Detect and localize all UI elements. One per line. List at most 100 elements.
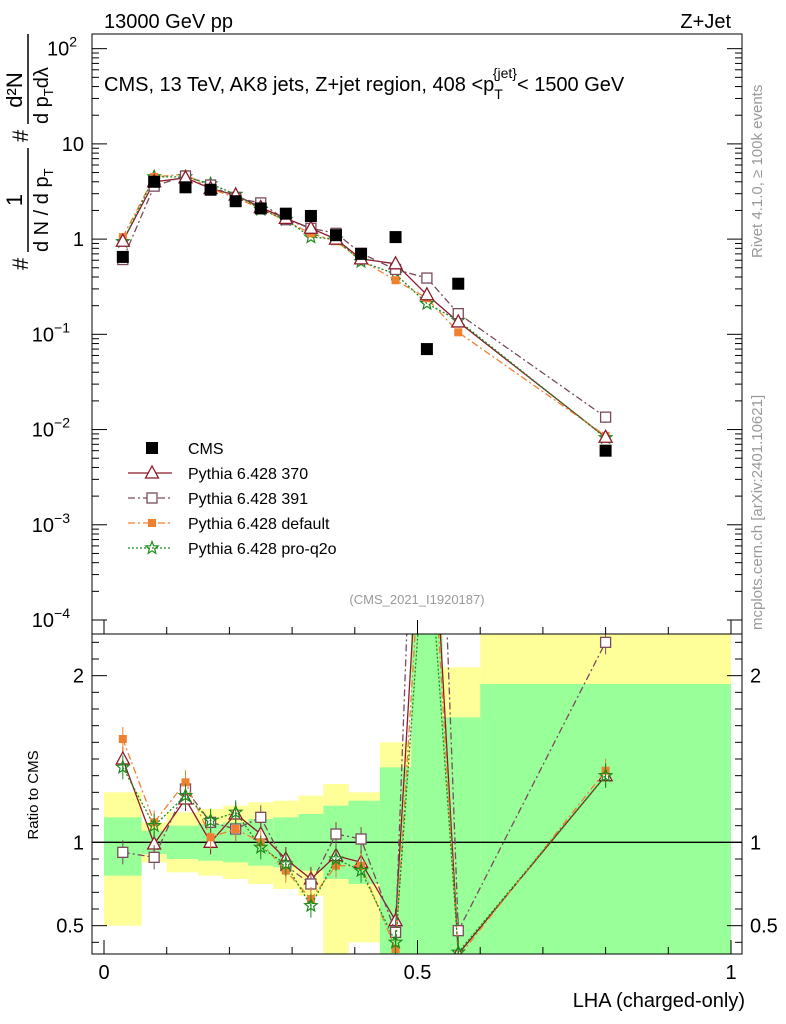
x-tick-label: 0 — [98, 962, 109, 984]
point-p391 — [599, 411, 612, 423]
ratio-point-pq2o — [450, 944, 466, 954]
point-cms — [389, 231, 402, 244]
plot-title: CMS, 13 TeV, AK8 jets, Z+jet region, 408… — [104, 65, 625, 102]
ratio-axes: 0.5 0.5 1 1 2 2 0 0.5 1 — [56, 641, 778, 984]
title-sub: T — [494, 86, 503, 102]
ratio-point-pq2o — [253, 839, 269, 854]
point-cms — [420, 343, 433, 356]
point-pdefault — [454, 328, 463, 337]
process-label: Z+Jet — [680, 11, 731, 33]
point-pq2o — [303, 228, 319, 244]
ratio-band-green — [442, 717, 481, 954]
point-cms — [116, 250, 129, 263]
ylabel-frac1-num: 1 — [2, 194, 27, 206]
legend-marker-pdefault — [148, 519, 156, 527]
ratio-point-pq2o — [202, 812, 219, 828]
point-cms — [355, 247, 368, 260]
point-cms — [304, 209, 317, 222]
ratio-point-p370 — [420, 385, 433, 397]
x-tick-label: 1 — [725, 962, 736, 984]
series-line-pq2o — [122, 176, 607, 439]
ratio-point-pq2o — [177, 787, 194, 803]
ylabel-frac2-den: d pTdλ — [31, 67, 56, 124]
series-line-pdefault — [122, 173, 606, 437]
point-cms — [148, 175, 161, 188]
point-cms — [599, 444, 612, 457]
ratio-point-pq2o — [115, 759, 131, 774]
ylabel-frac2-num: d²N — [2, 72, 27, 107]
ylabel-hash-2: # — [8, 129, 33, 142]
ratio-point-p391 — [148, 851, 160, 863]
main-y-tick-label: 102 — [47, 34, 77, 61]
ratio-point-p391 — [330, 828, 342, 840]
point-p370 — [303, 219, 319, 234]
main-y-tick-label: 10−3 — [32, 510, 70, 537]
point-cms — [204, 183, 217, 196]
point-pdefault — [391, 276, 400, 285]
ratio-band-green — [411, 634, 443, 954]
point-cms — [229, 195, 242, 208]
x-tick-label: 0.5 — [404, 962, 432, 984]
legend-marker-p370 — [144, 464, 160, 479]
point-pq2o — [419, 295, 435, 311]
point-p370 — [115, 232, 131, 247]
main-plot-panel: 10−4 10−3 10−2 10−1 1 10 102 CMS, 13 TeV, AK8 … — [2, 33, 743, 635]
legend: CMS Pythia 6.428 370 Pythia 6.428 391 Pythi… — [128, 441, 337, 558]
main-y-axis: 10−4 10−3 10−2 10−1 1 10 102 — [32, 34, 742, 634]
point-cms — [452, 277, 465, 290]
ylabel-frac1-den: d N / d pT — [31, 168, 56, 252]
legend-label-p370: Pythia 6.428 370 — [188, 466, 308, 483]
main-y-tick-label: 10−2 — [32, 415, 70, 442]
ratio-point-pq2o — [421, 503, 433, 515]
point-p370 — [419, 286, 435, 301]
ratio-point-p391 — [117, 846, 129, 858]
ratio-y-axis-label: Ratio to CMS — [25, 750, 42, 839]
title-prefix: CMS, 13 TeV, AK8 jets, Z+jet region, 408… — [104, 74, 494, 96]
point-cms — [329, 229, 342, 242]
analysis-id: (CMS_2021_I1920187) — [349, 592, 484, 607]
title-suffix: < 1500 GeV — [517, 74, 625, 96]
ratio-point-pdefault — [423, 438, 431, 446]
ratio-point-pq2o — [353, 862, 369, 878]
ratio-point-p391 — [355, 833, 367, 845]
ratio-y-tick-label: 2 — [73, 666, 84, 688]
ratio-point-pdefault — [206, 833, 215, 842]
ratio-point-pdefault — [454, 953, 463, 954]
ratio-point-pq2o — [227, 804, 244, 819]
series-line-p391 — [122, 175, 606, 418]
ratio-line-p370 — [122, 634, 607, 954]
main-y-tick-label: 10−1 — [32, 319, 70, 346]
x-axis-label: LHA (charged-only) — [573, 990, 745, 1012]
title-sup: {jet} — [493, 65, 517, 81]
ratio-y-tick-label-right: 1 — [750, 832, 761, 854]
ratio-point-pq2o — [303, 897, 319, 913]
ratio-point-pq2o — [328, 850, 344, 866]
ratio-point-pdefault — [181, 778, 190, 787]
point-p370 — [387, 255, 404, 270]
ratio-y-tick-label-right: 2 — [750, 666, 761, 688]
ratio-line-pq2o — [122, 634, 607, 954]
point-p391 — [421, 272, 433, 284]
ratio-y-tick-label: 0.5 — [56, 916, 84, 938]
ratio-point-p391 — [255, 811, 267, 823]
point-cms — [279, 207, 292, 220]
main-y-tick-label: 1 — [73, 229, 84, 251]
ratio-y-tick-label-right: 0.5 — [750, 916, 778, 938]
ratio-point-pq2o — [597, 767, 614, 783]
ratio-point-pq2o — [278, 855, 294, 871]
ratio-line-p391 — [122, 634, 607, 934]
ratio-point-p391 — [452, 925, 464, 937]
legend-label-p391: Pythia 6.428 391 — [188, 491, 308, 508]
ratio-point-pq2o — [146, 817, 162, 833]
legend-label-pdefault: Pythia 6.428 default — [188, 516, 330, 533]
legend-marker-p391 — [146, 492, 158, 504]
point-cms — [254, 202, 267, 215]
ratio-y-tick-label: 1 — [73, 832, 84, 854]
ratio-point-p391 — [599, 636, 612, 648]
legend-label-pq2o: Pythia 6.428 pro-q2o — [188, 541, 337, 558]
ratio-band-green — [480, 684, 731, 954]
ratio-point-pdefault — [231, 825, 240, 833]
series-line-p370 — [122, 177, 607, 438]
main-y-tick-label: 10−4 — [32, 605, 70, 632]
